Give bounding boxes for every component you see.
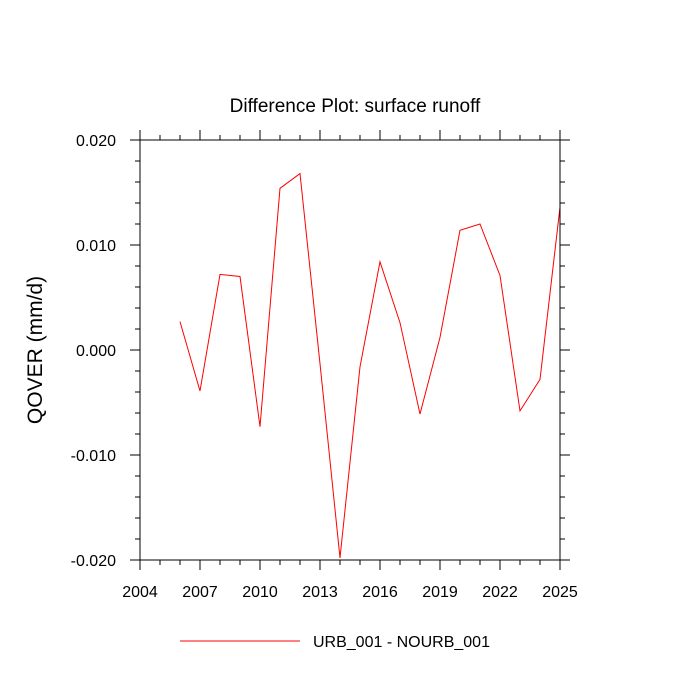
legend: URB_001 - NOURB_001: [180, 634, 490, 651]
x-tick-label: 2019: [422, 584, 458, 601]
y-tick-label: 0.020: [76, 133, 116, 150]
x-tick-label: 2016: [362, 584, 398, 601]
series-lines: [179, 172, 561, 558]
y-axis-label: QOVER (mm/d): [24, 276, 47, 424]
y-tick-label: 0.010: [76, 238, 116, 255]
y-tick-label: -0.010: [71, 448, 116, 465]
x-tick-label: 2025: [542, 584, 578, 601]
x-tick-label: 2004: [122, 584, 158, 601]
chart-title: Difference Plot: surface runoff: [230, 96, 481, 117]
x-tick-label: 2013: [302, 584, 338, 601]
series-line: [179, 172, 561, 558]
x-tick-label: 2010: [242, 584, 278, 601]
axis-ticks: [130, 130, 570, 570]
x-tick-label: 2007: [182, 584, 218, 601]
x-tick-label: 2022: [482, 584, 518, 601]
legend-label: URB_001 - NOURB_001: [313, 634, 490, 651]
y-tick-label: 0.000: [76, 343, 116, 360]
axis-tick-labels: 2004 2007 2010 2013 2016 2019 2022 2025 -0.020 -0…: [71, 133, 578, 601]
y-tick-label: -0.020: [71, 553, 116, 570]
plot-frame: [139, 139, 561, 561]
